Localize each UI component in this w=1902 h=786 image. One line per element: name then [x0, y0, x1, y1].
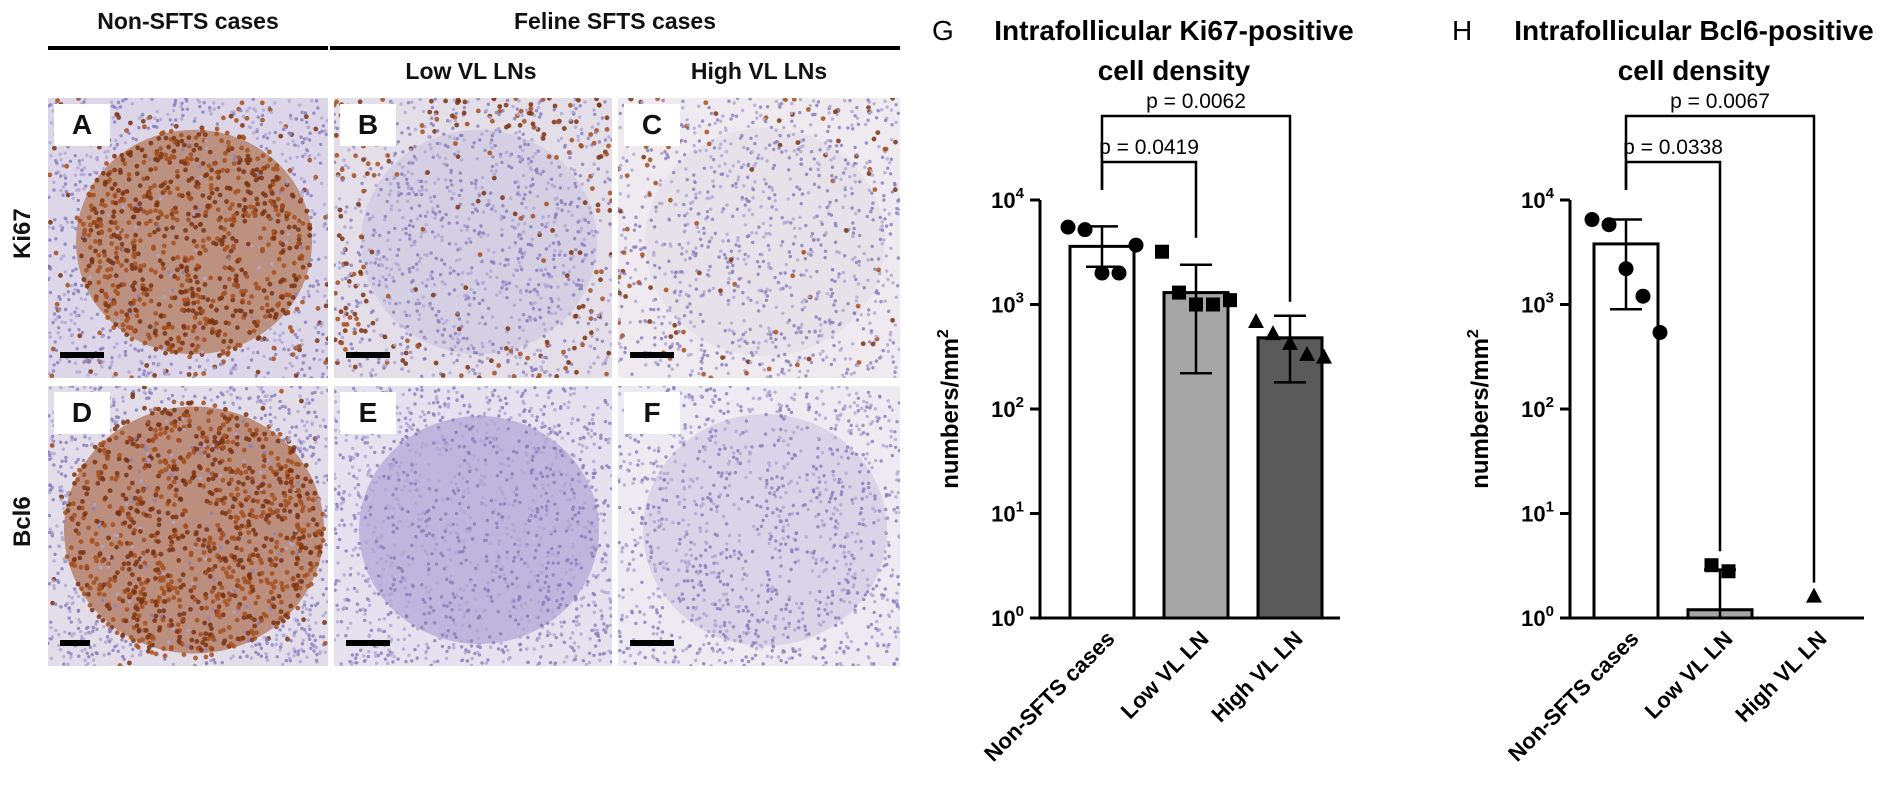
- header-feline-sfts: Feline SFTS cases: [514, 8, 716, 34]
- micrograph-panel-c: C: [618, 98, 900, 378]
- data-point: [1806, 587, 1822, 603]
- data-point: [1704, 558, 1719, 573]
- p-value-label: p = 0.0338: [1623, 136, 1723, 159]
- x-tick-label: Low VL LN: [1116, 626, 1214, 724]
- y-tick-label: 104: [1521, 185, 1554, 213]
- panel-label-d: D: [54, 392, 110, 434]
- micrograph-panel-e: E: [334, 386, 612, 666]
- micrograph-d-image: [48, 386, 328, 666]
- panel-label-a: A: [54, 104, 110, 146]
- scale-bar-a: [60, 352, 104, 358]
- chart-panel-letter: H: [1452, 15, 1472, 46]
- x-tick-label: Non-SFTS cases: [979, 626, 1119, 766]
- data-point: [1111, 265, 1127, 281]
- scale-bar-d: [60, 640, 90, 646]
- data-point: [1601, 217, 1617, 233]
- data-point: [1223, 293, 1237, 308]
- panel-label-b: B: [340, 104, 396, 146]
- scale-bar-c: [630, 352, 674, 358]
- header-high-vl: High VL LNs: [690, 58, 828, 84]
- chart-title-line: cell density: [1098, 55, 1251, 86]
- data-point: [1265, 325, 1281, 341]
- micrograph-panel-f: F: [618, 386, 900, 666]
- y-tick-label: 100: [991, 603, 1024, 631]
- data-point: [1206, 297, 1220, 312]
- significance-bracket: [1100, 114, 1292, 302]
- chart-title-line: Intrafollicular Ki67-positive: [994, 15, 1353, 46]
- x-tick-label: Low VL LN: [1640, 626, 1738, 724]
- data-point: [1652, 324, 1668, 340]
- x-tick-label: High VL LN: [1206, 626, 1307, 727]
- header-non-sfts: Non-SFTS cases: [97, 8, 279, 34]
- header-low-vl: Low VL LNs: [405, 58, 537, 84]
- y-tick-label: 101: [991, 499, 1024, 527]
- panel-label-f: F: [624, 392, 680, 434]
- data-point: [1248, 313, 1264, 329]
- data-point: [1721, 564, 1736, 579]
- chart-title-line: cell density: [1618, 55, 1771, 86]
- y-axis-label: numbers/mm2: [935, 329, 964, 489]
- data-point: [1155, 244, 1169, 259]
- p-value-label: p = 0.0419: [1099, 136, 1199, 159]
- data-point: [1635, 288, 1651, 304]
- p-value-label: p = 0.0067: [1670, 90, 1770, 113]
- y-tick-label: 102: [1521, 394, 1554, 422]
- data-point: [1172, 285, 1186, 300]
- y-tick-label: 100: [1521, 603, 1554, 631]
- micrograph-e-image: [334, 386, 612, 666]
- panel-label-c: C: [624, 104, 680, 146]
- bar-non-sfts-cases: [1068, 244, 1136, 620]
- y-tick-label: 104: [991, 185, 1024, 213]
- x-tick-label: High VL LN: [1730, 626, 1831, 727]
- data-point: [1618, 261, 1634, 277]
- header-rule-feline-sfts: [330, 46, 900, 50]
- y-tick-label: 103: [991, 290, 1024, 318]
- y-tick-label: 102: [991, 394, 1024, 422]
- y-tick-label: 101: [1521, 499, 1554, 527]
- data-point: [1094, 265, 1110, 281]
- panel-label-e: E: [340, 392, 396, 434]
- scale-bar-f: [630, 640, 674, 646]
- micrograph-panel-b: B: [334, 98, 612, 378]
- scale-bar-e: [346, 640, 390, 646]
- data-point: [1282, 334, 1298, 350]
- micrograph-panel-d: D: [48, 386, 328, 666]
- data-point: [1128, 237, 1144, 253]
- scale-bar-b: [346, 352, 390, 358]
- chart-h: H Intrafollicular Bcl6-positive cell densi…: [1452, 15, 1874, 766]
- data-point: [1189, 297, 1203, 312]
- chart-panel-letter: G: [932, 15, 954, 46]
- significance-bracket: [1624, 114, 1816, 583]
- micrograph-c-image: [618, 98, 900, 378]
- data-point: [1299, 345, 1315, 361]
- data-point: [1060, 219, 1076, 235]
- chart-title-line: Intrafollicular Bcl6-positive: [1514, 15, 1873, 46]
- y-axis-label: numbers/mm2: [1465, 329, 1494, 489]
- data-point: [1316, 348, 1332, 364]
- chart-g: G Intrafollicular Ki67-positive cell densi…: [932, 15, 1354, 766]
- y-tick-label: 103: [1521, 290, 1554, 318]
- x-tick-label: Non-SFTS cases: [1503, 626, 1643, 766]
- micrograph-panel-a: A: [48, 98, 328, 378]
- data-point: [1077, 222, 1093, 238]
- data-point: [1584, 212, 1600, 228]
- p-value-label: p = 0.0062: [1146, 90, 1246, 113]
- header-rule-non-sfts: [48, 46, 328, 50]
